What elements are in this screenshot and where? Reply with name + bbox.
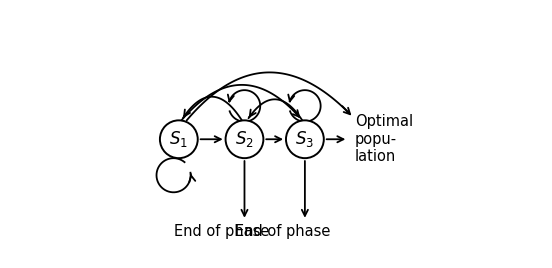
Text: $S_3$: $S_3$ xyxy=(295,129,315,149)
Text: End of phase: End of phase xyxy=(235,224,330,239)
Circle shape xyxy=(286,120,324,158)
Text: $S_2$: $S_2$ xyxy=(235,129,254,149)
Text: Optimal
popu-
lation: Optimal popu- lation xyxy=(355,114,413,164)
Text: $S_1$: $S_1$ xyxy=(169,129,188,149)
Text: End of phase: End of phase xyxy=(174,224,270,239)
Circle shape xyxy=(160,120,198,158)
Circle shape xyxy=(226,120,263,158)
